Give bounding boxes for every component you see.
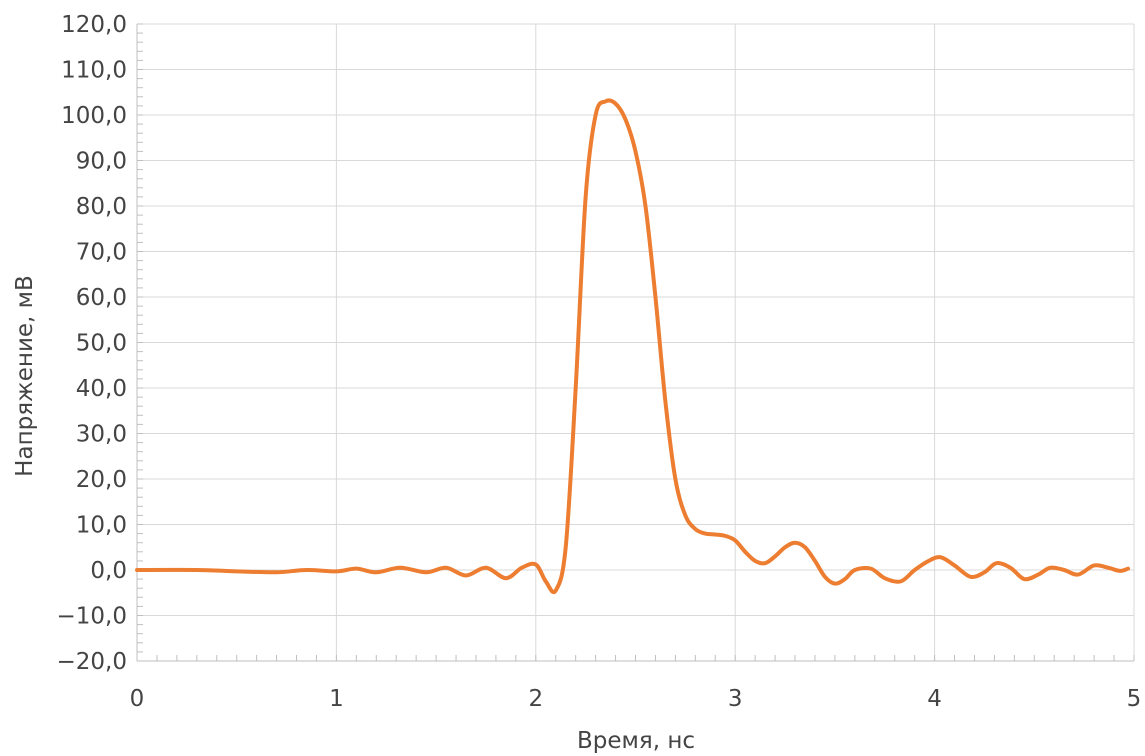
y-tick-label: −20,0	[57, 649, 127, 675]
y-tick-label: 80,0	[76, 194, 127, 220]
y-tick-label: 110,0	[61, 58, 127, 84]
y-tick-label: 30,0	[76, 422, 127, 448]
x-tick-label: 4	[927, 686, 942, 712]
x-axis-title: Время, нс	[577, 728, 695, 754]
y-tick-label: −10,0	[57, 604, 127, 630]
axes	[136, 24, 1134, 662]
y-tick-label: 50,0	[76, 331, 127, 357]
minor-ticks	[136, 23, 1135, 662]
y-tick-label: 100,0	[61, 103, 127, 129]
y-tick-label: 60,0	[76, 285, 127, 311]
y-tick-label: 40,0	[76, 376, 127, 402]
y-tick-label: 70,0	[76, 240, 127, 266]
y-axis-title: Напряжение, мВ	[12, 275, 38, 477]
tick-labels: −20,0 −10,0 0,0 10,0 20,0 30,0 40,0 50,0 60,0 70,…	[57, 12, 1142, 712]
x-tick-label: 5	[1127, 686, 1142, 712]
x-tick-label: 0	[130, 686, 145, 712]
y-tick-label: 120,0	[61, 12, 127, 38]
grid	[137, 23, 1135, 662]
y-tick-label: 0,0	[90, 558, 127, 584]
y-tick-label: 90,0	[76, 149, 127, 175]
x-tick-label: 2	[528, 686, 543, 712]
y-tick-label: 10,0	[76, 513, 127, 539]
x-tick-label: 1	[329, 686, 344, 712]
x-tick-label: 3	[728, 686, 743, 712]
series-line	[135, 98, 1131, 595]
series-layer	[135, 98, 1131, 595]
y-tick-label: 20,0	[76, 467, 127, 493]
